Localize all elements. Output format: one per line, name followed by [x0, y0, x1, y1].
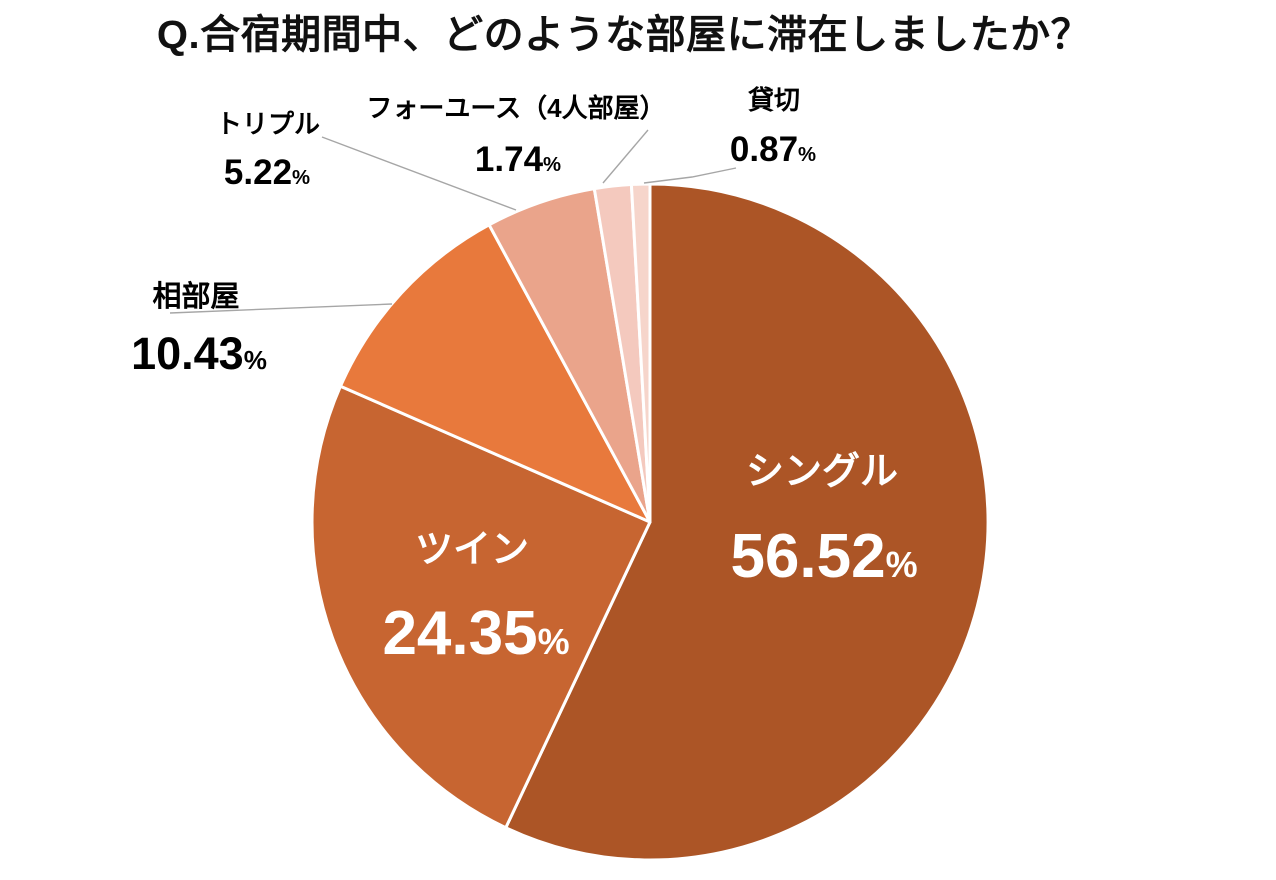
- percent-sign: %: [243, 345, 267, 375]
- slice-label-triple: トリプル: [215, 109, 321, 139]
- leader-line-private: [643, 167, 737, 184]
- percent-sign: %: [798, 144, 817, 166]
- percent-sign: %: [885, 544, 918, 585]
- percent-sign: %: [292, 167, 311, 189]
- chart-title: Q.合宿期間中、どのような部屋に滞在しましたか？: [156, 13, 1092, 57]
- slice-label-single: シングル: [745, 451, 899, 493]
- leader-line-shared-room: [169, 303, 393, 314]
- percent-sign: %: [537, 621, 570, 662]
- slice-value-twin-number: 24.35: [382, 599, 538, 668]
- slice-value-four-use-number: 1.74: [474, 140, 544, 179]
- slice-label-twin: ツイン: [414, 529, 530, 571]
- slice-value-private: 0.87%: [729, 130, 817, 169]
- slice-value-shared-room-number: 10.43: [131, 328, 244, 379]
- percent-sign: %: [543, 154, 562, 176]
- slice-value-four-use: 1.74%: [474, 140, 562, 179]
- slice-label-shared-room: 相部屋: [152, 281, 240, 313]
- slice-label-four-use: フォーユース（4人部屋）: [366, 93, 666, 123]
- slice-value-single: 56.52%: [730, 524, 917, 589]
- leader-line-triple: [321, 136, 517, 211]
- slice-value-twin: 24.35%: [382, 601, 569, 666]
- slice-value-shared-room: 10.43%: [131, 330, 267, 377]
- leader-line-four-use: [602, 129, 649, 184]
- pie-slice-private: [629, 182, 652, 524]
- slice-value-single-number: 56.52: [730, 522, 886, 591]
- slice-value-private-number: 0.87: [729, 130, 799, 169]
- pie-slice-shared-room: [339, 223, 652, 524]
- slice-value-triple: 5.22%: [223, 153, 311, 192]
- leader-lines-group: [169, 129, 737, 314]
- pie-slice-twin: [310, 384, 652, 830]
- pie-slice-single: [504, 182, 990, 862]
- slice-value-triple-number: 5.22: [223, 153, 293, 192]
- slice-label-private: 貸切: [747, 85, 801, 115]
- pie-slices-group: [310, 182, 990, 862]
